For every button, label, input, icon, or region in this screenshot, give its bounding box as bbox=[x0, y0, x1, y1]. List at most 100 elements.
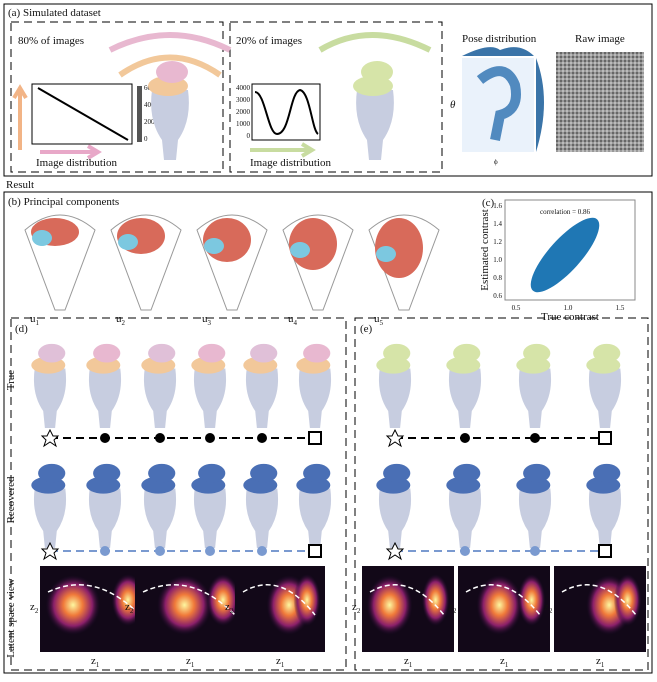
waypoint bbox=[205, 433, 215, 443]
waypoint bbox=[155, 433, 165, 443]
map-body bbox=[518, 488, 552, 548]
subscript-label: z2 bbox=[352, 601, 361, 615]
map-domain bbox=[250, 343, 278, 363]
start-star bbox=[385, 428, 405, 448]
subscript-label: z2 bbox=[544, 601, 553, 615]
index: 2 bbox=[357, 607, 361, 615]
end-square bbox=[598, 544, 612, 558]
tick-label: 4000 bbox=[236, 84, 251, 92]
tick-label: 0.8 bbox=[493, 274, 502, 282]
map-domain bbox=[198, 463, 226, 483]
tick-label: 1.6 bbox=[493, 202, 502, 210]
waypoint bbox=[257, 433, 267, 443]
map-domain bbox=[148, 463, 176, 483]
label: (e) bbox=[360, 323, 373, 335]
marginal bbox=[462, 47, 534, 56]
density-map bbox=[86, 463, 122, 548]
dashed-box bbox=[354, 317, 649, 671]
arrow bbox=[40, 144, 102, 160]
subscript-label: z2 bbox=[30, 601, 39, 615]
map-body bbox=[378, 488, 412, 548]
symbol: u bbox=[288, 313, 294, 325]
diagonal bbox=[37, 87, 129, 141]
index: 2 bbox=[130, 607, 134, 615]
negative bbox=[118, 234, 138, 250]
symbol: z bbox=[404, 655, 409, 667]
latent-density bbox=[613, 574, 642, 626]
symbol: z bbox=[225, 601, 230, 613]
label: Result bbox=[6, 179, 34, 191]
map-domain bbox=[93, 463, 121, 483]
tick-label: 1000 bbox=[236, 120, 251, 128]
latent-path bbox=[142, 584, 236, 616]
symbol: z bbox=[186, 655, 191, 667]
waypoint bbox=[530, 433, 540, 443]
density-map bbox=[148, 61, 189, 160]
component-map bbox=[196, 214, 268, 311]
label: 80% of images bbox=[18, 35, 84, 47]
map-body bbox=[298, 488, 332, 548]
dashed-box bbox=[10, 317, 347, 671]
subscript-label: z1 bbox=[91, 655, 100, 669]
index: 1 bbox=[36, 319, 40, 327]
map-domain bbox=[250, 463, 278, 483]
latent-density bbox=[476, 575, 523, 635]
latent-density bbox=[206, 574, 240, 626]
map-body bbox=[193, 488, 227, 548]
map-body bbox=[518, 368, 552, 428]
latent-density bbox=[157, 575, 212, 635]
negative bbox=[32, 230, 52, 246]
index: 2 bbox=[35, 607, 39, 615]
arrow bbox=[12, 84, 28, 150]
symbol: z bbox=[352, 601, 357, 613]
subscript-label: z2 bbox=[448, 601, 457, 615]
symbol: z bbox=[448, 601, 453, 613]
tick-label: 0.6 bbox=[493, 292, 502, 300]
arrow bbox=[318, 32, 432, 53]
subscript-label: z1 bbox=[596, 655, 605, 669]
arrow bbox=[250, 142, 316, 158]
subscript-label: u3 bbox=[202, 313, 212, 327]
start-star bbox=[40, 428, 60, 448]
map-body bbox=[88, 368, 122, 428]
symbol: z bbox=[91, 655, 96, 667]
index: 4 bbox=[294, 319, 298, 327]
map-body bbox=[33, 488, 67, 548]
map-domain bbox=[523, 463, 551, 483]
map-body bbox=[356, 90, 394, 160]
waypoint bbox=[530, 546, 540, 556]
map-body bbox=[33, 368, 67, 428]
curve bbox=[254, 88, 319, 136]
symbol: z bbox=[596, 655, 601, 667]
density-map bbox=[191, 343, 227, 428]
density-map bbox=[86, 343, 122, 428]
subscript-label: z1 bbox=[276, 655, 285, 669]
result-frame bbox=[3, 191, 653, 674]
density-map bbox=[141, 343, 177, 428]
density-map bbox=[31, 343, 67, 428]
label: ϕ bbox=[494, 158, 498, 166]
start-star bbox=[40, 541, 60, 561]
map-body bbox=[245, 368, 279, 428]
arrow bbox=[118, 54, 222, 78]
density-map bbox=[31, 463, 67, 548]
latent-density bbox=[421, 574, 450, 626]
symbol: u bbox=[374, 313, 380, 325]
symbol: u bbox=[202, 313, 208, 325]
tick-label: 2000 bbox=[236, 108, 251, 116]
label: Estimated contrast bbox=[479, 209, 491, 291]
pose-density bbox=[476, 66, 521, 141]
map-domain bbox=[361, 61, 393, 83]
waypoint bbox=[460, 546, 470, 556]
label: True contrast bbox=[541, 311, 599, 323]
density-map bbox=[141, 463, 177, 548]
map-domain bbox=[303, 463, 331, 483]
latent-path bbox=[47, 584, 141, 616]
latent-path bbox=[561, 584, 637, 616]
index: 2 bbox=[453, 607, 457, 615]
symbol: z bbox=[544, 601, 549, 613]
map-domain bbox=[383, 463, 411, 483]
subscript-label: z2 bbox=[225, 601, 234, 615]
panel-a-frame bbox=[3, 3, 653, 177]
